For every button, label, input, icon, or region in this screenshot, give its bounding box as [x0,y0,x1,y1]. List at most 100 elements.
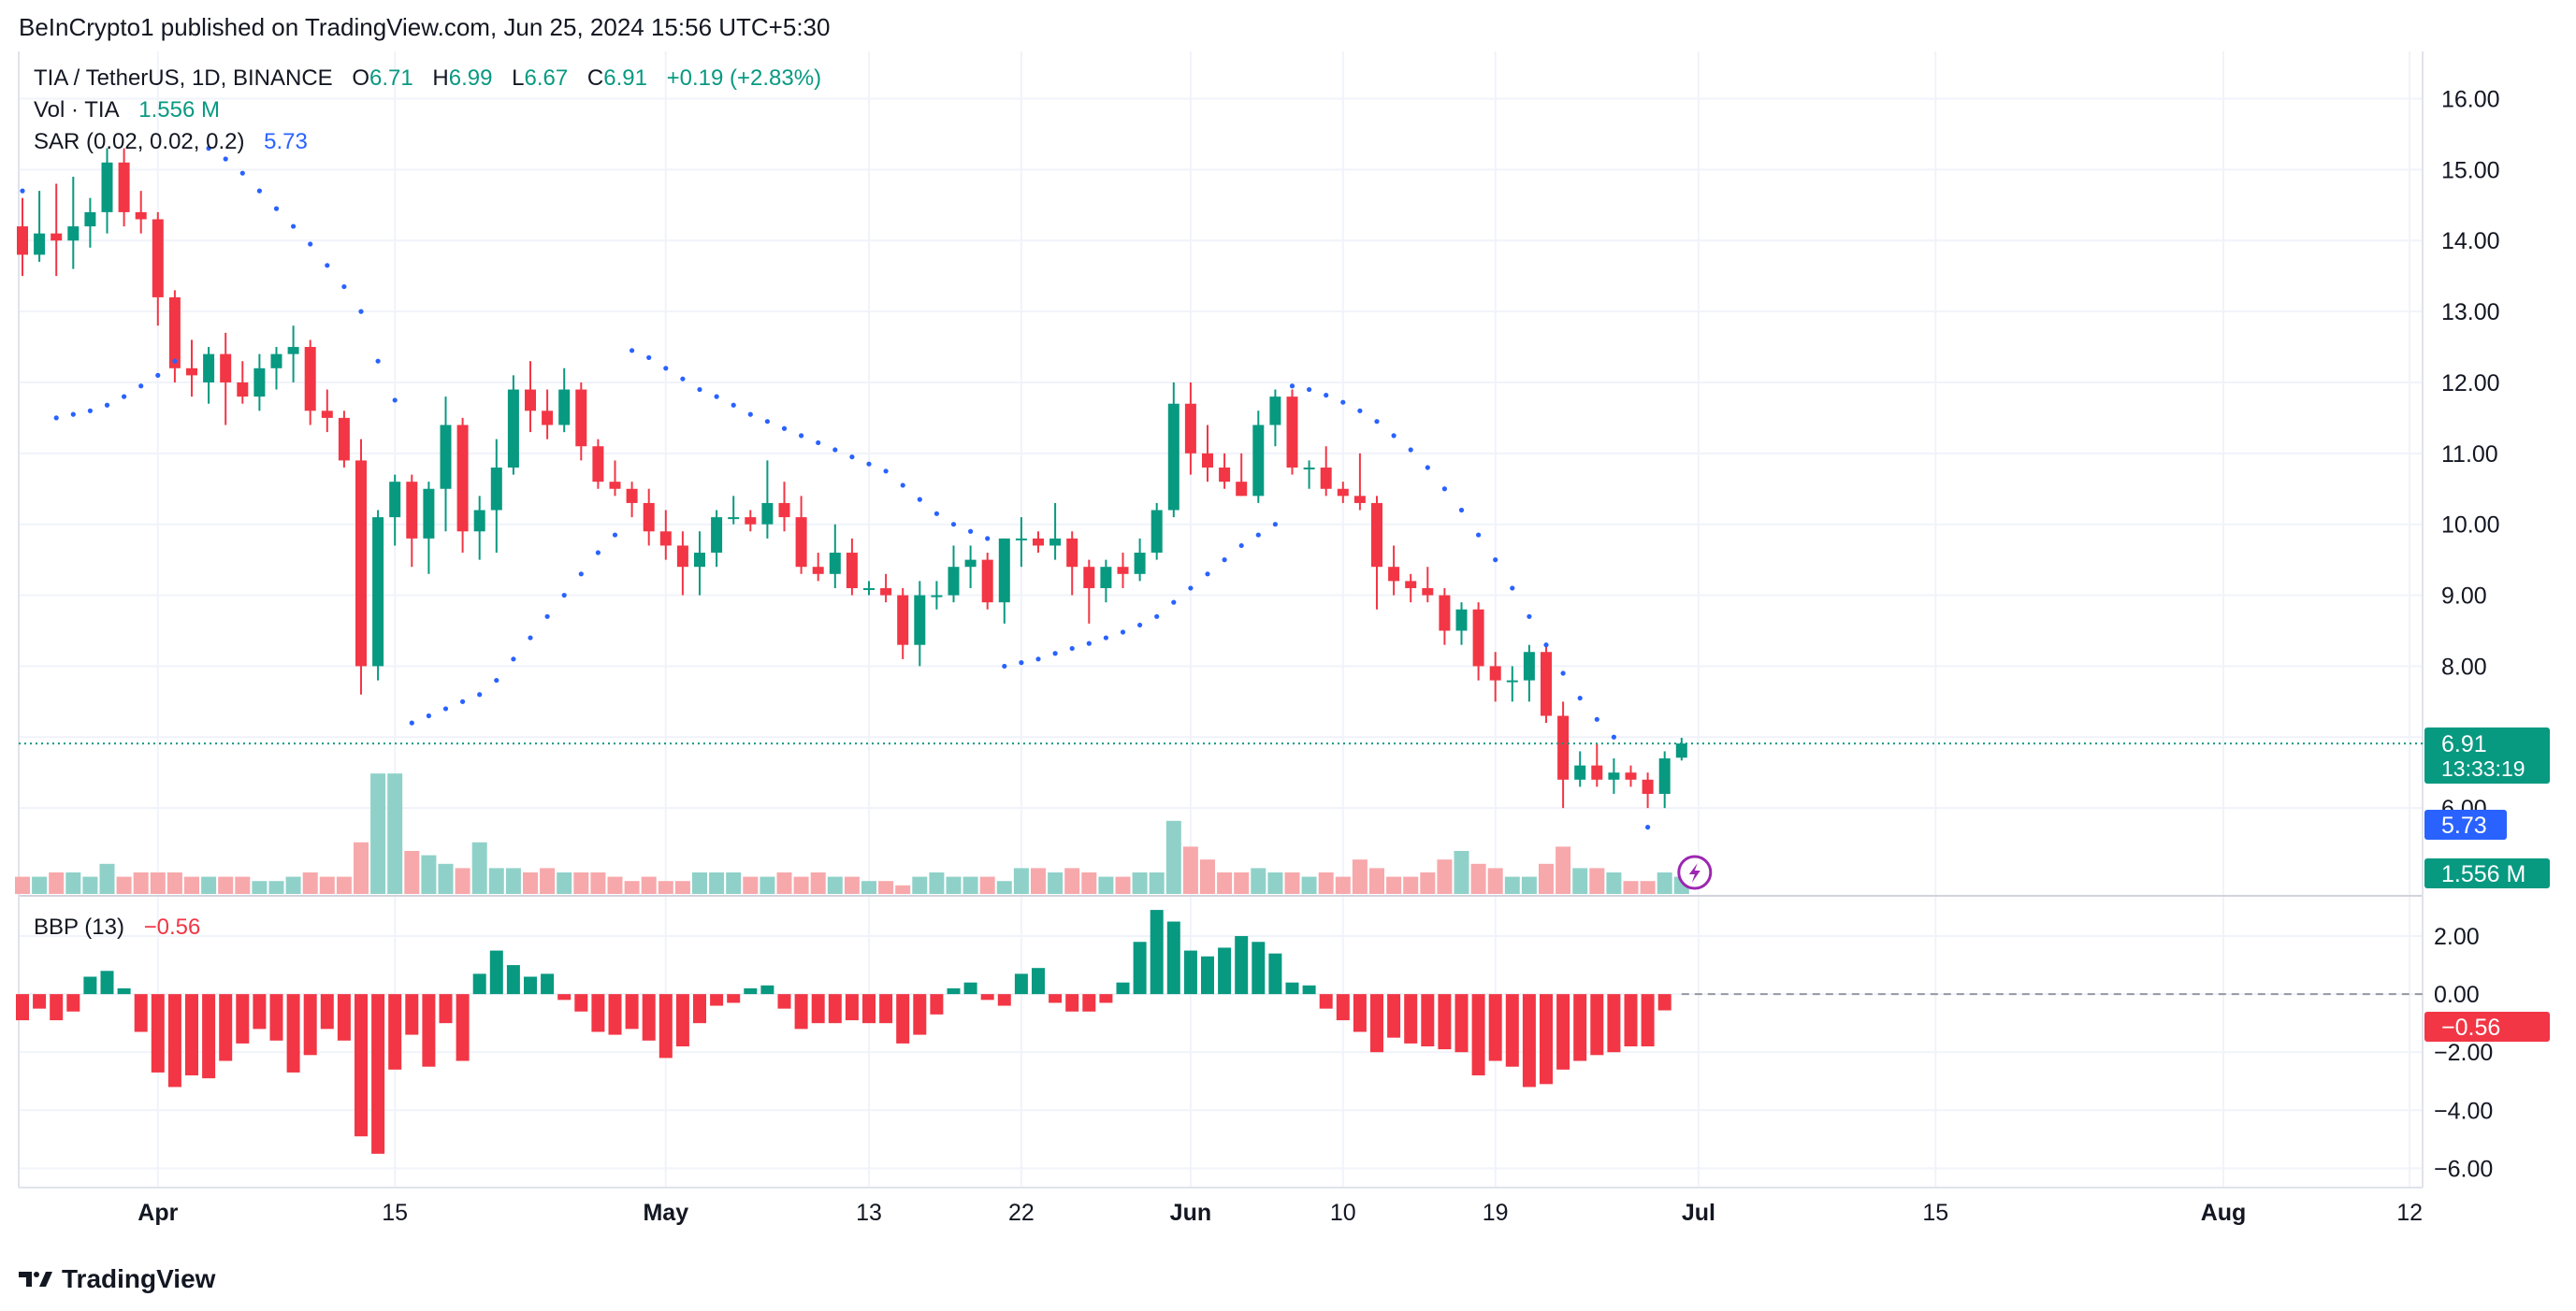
candle-body[interactable] [253,367,266,397]
price-axis-tick[interactable]: 13.00 [2441,299,2500,325]
candle-body[interactable] [1134,553,1146,574]
candle-body[interactable] [1489,666,1501,681]
candle-body[interactable] [1167,403,1179,511]
candle-body[interactable] [626,488,638,503]
bbp-axis-tick[interactable]: −2.00 [2434,1040,2493,1066]
candle-body[interactable] [1472,609,1484,667]
time-axis-tick[interactable]: Jul [1682,1200,1715,1226]
candle-body[interactable] [1675,743,1687,758]
price-axis-tick[interactable]: 9.00 [2441,583,2487,610]
bbp-axis-tick[interactable]: −6.00 [2434,1156,2493,1182]
candle-body[interactable] [490,468,502,511]
candle-body[interactable] [897,595,909,645]
time-axis-tick[interactable]: 13 [856,1200,882,1226]
candle-body[interactable] [1337,488,1349,497]
candle-body[interactable] [948,567,960,596]
candle-body[interactable] [1049,538,1062,546]
candle-body[interactable] [355,460,367,667]
time-axis-tick[interactable]: Aug [2201,1200,2247,1226]
candle-body[interactable] [237,382,249,397]
main-legend[interactable]: TIA / TetherUS, 1D, BINANCE O6.71 H6.99 … [34,65,821,92]
candle-body[interactable] [1184,403,1196,454]
price-axis-tick[interactable]: 14.00 [2441,228,2500,254]
candle-body[interactable] [1625,772,1637,780]
candle-body[interactable] [829,553,841,574]
candle-body[interactable] [1574,765,1586,780]
price-axis-tick[interactable]: 12.00 [2441,370,2500,396]
candle-body[interactable] [220,353,232,382]
candle-body[interactable] [304,347,316,411]
candle-body[interactable] [473,510,485,532]
candle-body[interactable] [203,353,215,382]
candle-body[interactable] [1371,502,1382,568]
candle-body[interactable] [964,559,977,568]
candle-body[interactable] [1523,652,1535,681]
candle-body[interactable] [186,367,197,376]
lightning-icon[interactable] [1677,855,1713,890]
candle-body[interactable] [152,219,164,297]
sar-label[interactable]: SAR (0.02, 0.02, 0.2) [34,129,245,154]
candle-body[interactable] [1353,496,1366,503]
time-axis-tick[interactable]: May [643,1200,688,1226]
candle-body[interactable] [1591,765,1603,780]
candle-body[interactable] [1269,396,1281,425]
volume-legend[interactable]: Vol · TIA 1.556 M [34,97,220,123]
candle-body[interactable] [812,567,824,574]
time-axis-tick[interactable]: 15 [1922,1200,1948,1226]
price-axis-tick[interactable]: 15.00 [2441,157,2500,183]
candle-body[interactable] [880,587,892,596]
candle-body[interactable] [575,389,587,447]
candle-body[interactable] [456,425,469,532]
candle-body[interactable] [914,595,926,645]
candle-body[interactable] [728,517,740,520]
sar-legend[interactable]: SAR (0.02, 0.02, 0.2) 5.73 [34,129,308,155]
candle-body[interactable] [1303,468,1315,469]
candle-body[interactable] [1541,652,1552,716]
time-axis-tick[interactable]: 10 [1330,1200,1356,1226]
sar-badge[interactable]: 5.73 [2424,810,2507,840]
candle-body[interactable] [1439,595,1451,631]
volume-label[interactable]: Vol · TIA [34,97,120,122]
candle-body[interactable] [84,211,96,227]
candle-body[interactable] [51,233,63,241]
candle-body[interactable] [1219,468,1231,483]
price-axis-tick[interactable]: 11.00 [2441,441,2498,468]
candle-body[interactable] [321,411,333,418]
time-axis-tick[interactable]: 19 [1483,1200,1509,1226]
candle-body[interactable] [34,233,46,255]
candle-body[interactable] [406,482,418,539]
candle-body[interactable] [694,553,705,568]
candle-body[interactable] [118,162,130,212]
time-axis-tick[interactable]: Jun [1170,1200,1211,1226]
candle-body[interactable] [1083,567,1095,588]
time-axis-tick[interactable]: Apr [137,1200,178,1226]
candle-body[interactable] [1066,538,1078,568]
candle-body[interactable] [1117,567,1129,574]
candle-body[interactable] [1405,581,1417,588]
candle-body[interactable] [1388,567,1400,582]
candle-body[interactable] [17,226,28,255]
candle-body[interactable] [507,389,519,468]
candle-body[interactable] [135,211,147,220]
candle-body[interactable] [287,347,299,354]
candle-body[interactable] [372,517,384,667]
symbol-title[interactable]: TIA / TetherUS, 1D, BINANCE [34,65,333,91]
candle-body[interactable] [1015,538,1027,540]
candle-body[interactable] [423,488,435,539]
candle-body[interactable] [931,595,943,598]
candle-body[interactable] [1286,396,1298,468]
candle-body[interactable] [998,538,1010,603]
candle-body[interactable] [659,531,672,546]
candle-body[interactable] [542,411,554,425]
bbp-legend[interactable]: BBP (13) −0.56 [34,915,200,941]
candle-body[interactable] [592,446,604,483]
bbp-axis-tick[interactable]: −4.00 [2434,1098,2493,1124]
candle-body[interactable] [1658,758,1671,794]
candle-body[interactable] [1252,425,1265,497]
time-axis-tick[interactable]: 15 [382,1200,408,1226]
price-axis-tick[interactable]: 8.00 [2441,654,2487,680]
candle-body[interactable] [745,517,757,525]
candle-body[interactable] [1608,772,1620,780]
time-axis-tick[interactable]: 12 [2396,1200,2423,1226]
volume-badge[interactable]: 1.556 M [2424,858,2550,888]
